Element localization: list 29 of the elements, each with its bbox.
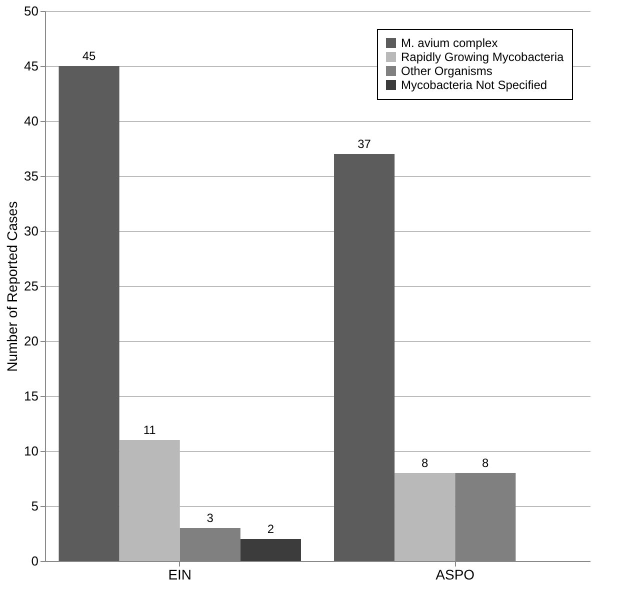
y-tick-label: 15 bbox=[24, 388, 38, 404]
y-axis-title: Number of Reported Cases bbox=[4, 201, 20, 372]
y-tick-label: 5 bbox=[31, 498, 38, 514]
bar bbox=[240, 539, 301, 561]
y-tick-label: 40 bbox=[24, 114, 38, 128]
y-tick-label: 0 bbox=[31, 554, 38, 568]
y-tick-label: 35 bbox=[24, 168, 38, 184]
data-label: 37 bbox=[358, 137, 372, 151]
legend-label: M. avium complex bbox=[401, 36, 498, 50]
y-tick-label: 45 bbox=[24, 58, 38, 74]
bar bbox=[334, 154, 395, 561]
x-tick-label: EIN bbox=[168, 566, 192, 582]
data-label: 3 bbox=[206, 511, 214, 525]
data-label: 8 bbox=[422, 456, 429, 470]
data-label: 8 bbox=[482, 456, 490, 470]
y-tick-label: 30 bbox=[24, 224, 38, 238]
y-tick-label: 10 bbox=[24, 444, 38, 458]
bar bbox=[394, 473, 456, 561]
x-tick-label: ASPO bbox=[436, 566, 475, 582]
data-label: 11 bbox=[143, 423, 156, 437]
y-tick-label: 25 bbox=[24, 278, 38, 294]
y-tick-label: 50 bbox=[24, 4, 38, 18]
legend-label: Rapidly Growing Mycobacteria bbox=[401, 50, 564, 64]
data-label: 2 bbox=[267, 522, 274, 536]
data-label: 45 bbox=[82, 49, 96, 63]
legend-label: Mycobacteria Not Specified bbox=[401, 78, 548, 92]
y-tick-label: 20 bbox=[24, 334, 38, 348]
legend-label: Other Organisms bbox=[401, 64, 492, 78]
bar bbox=[58, 66, 120, 561]
